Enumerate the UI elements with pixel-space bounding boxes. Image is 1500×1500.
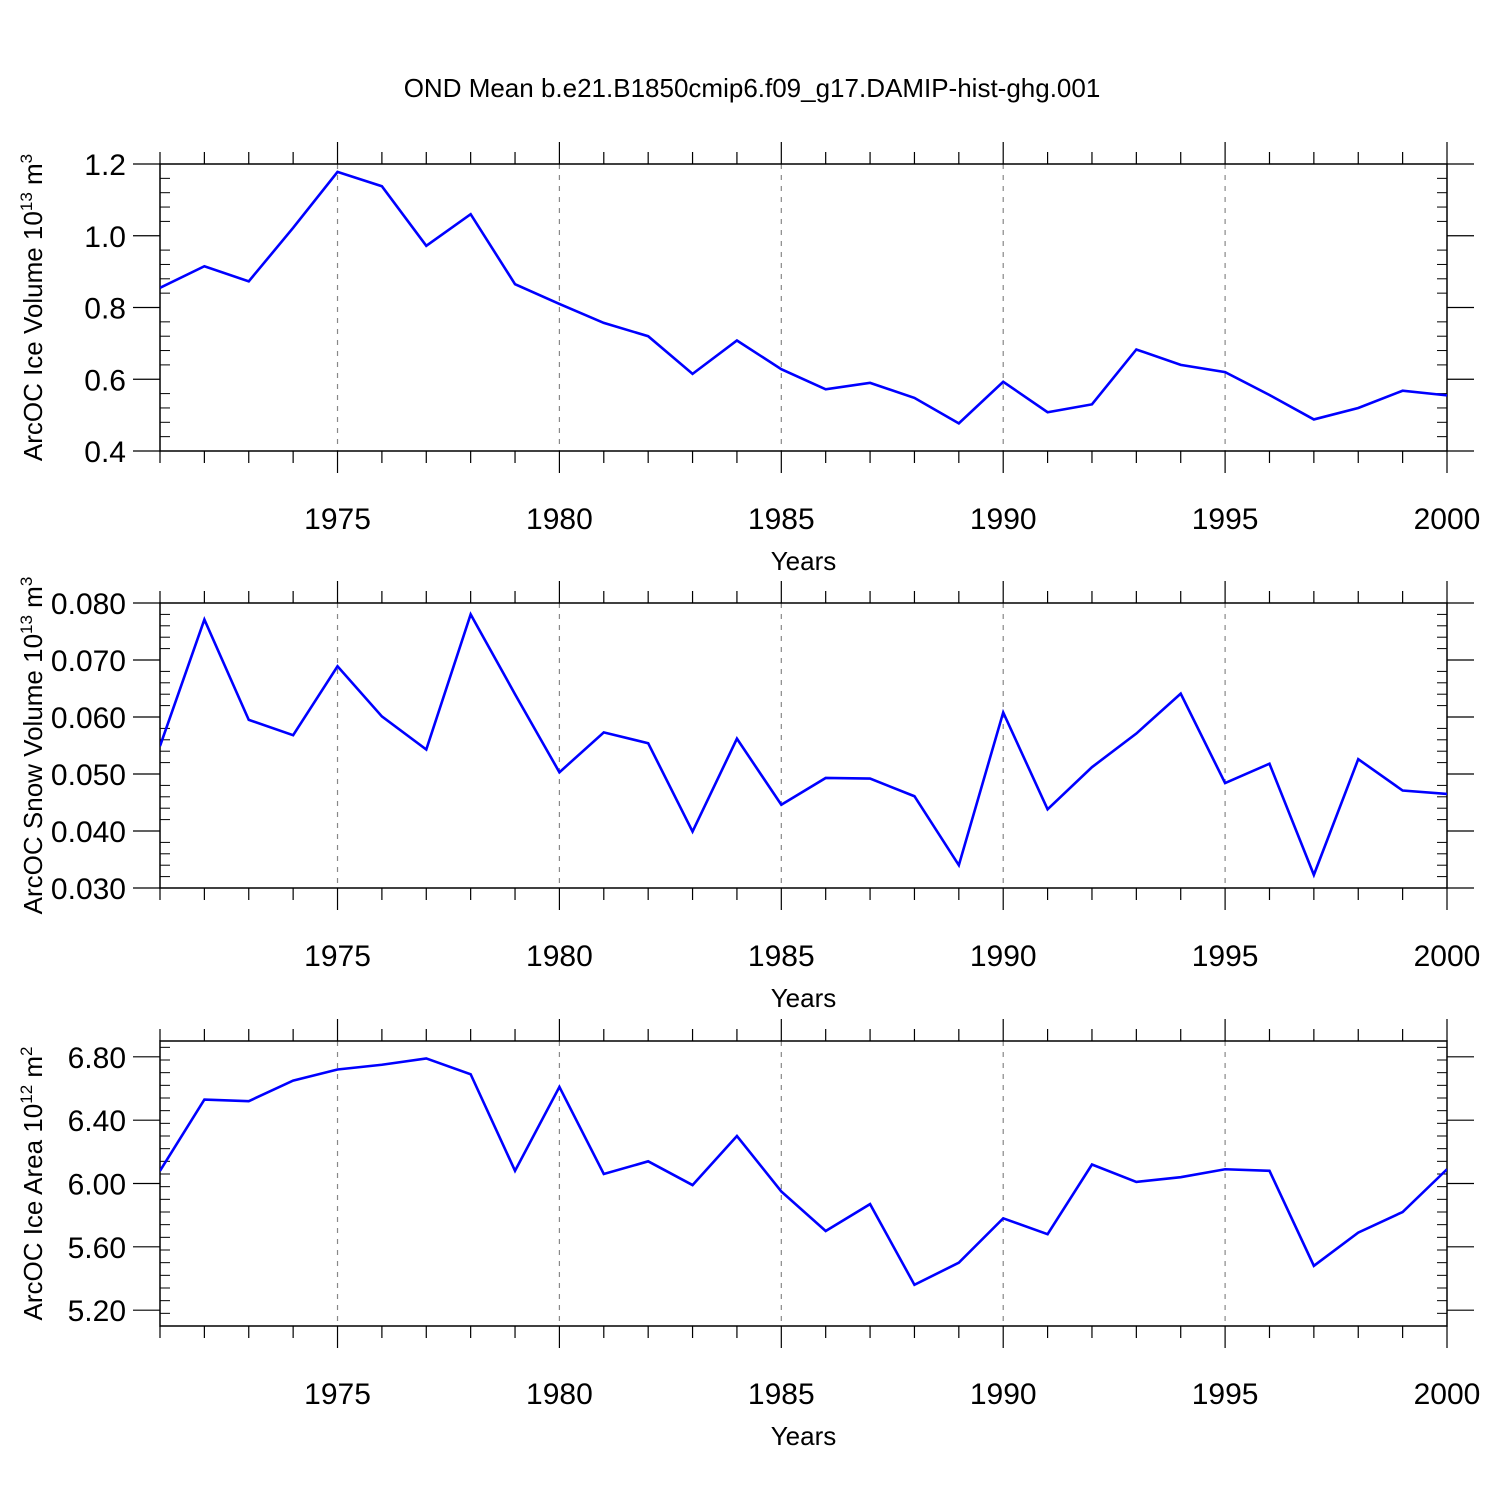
y-tick-label: 0.6 (84, 364, 126, 397)
y-tick-label: 1.0 (84, 221, 126, 254)
y-tick-label: 0.050 (51, 759, 126, 792)
x-tick-label: 1975 (304, 1378, 371, 1411)
figure-title: OND Mean b.e21.B1850cmip6.f09_g17.DAMIP-… (404, 73, 1101, 103)
x-tick-label: 1990 (970, 503, 1037, 536)
y-axis-title-unit: m (18, 1056, 48, 1085)
x-tick-label: 1995 (1192, 1378, 1259, 1411)
x-tick-label: 1980 (526, 940, 593, 973)
plot-frame (159, 1040, 1448, 1327)
y-axis-title-exp: 13 (17, 192, 36, 211)
x-tick-label: 1980 (526, 503, 593, 536)
y-axis-title: ArcOC Ice Area 1012 m2 (17, 1046, 48, 1320)
x-axis-title: Years (771, 983, 837, 1013)
x-tick-label: 1975 (304, 940, 371, 973)
x-tick-label: 1985 (748, 1378, 815, 1411)
y-axis-title-exp: 12 (17, 1085, 36, 1104)
y-axis-title-unit: m (18, 163, 48, 192)
ice-area-panel: 5.20 5.60 6.00 6.40 6.80 1975 1980 1985 1990 1995… (17, 1019, 1480, 1451)
x-tick-label: 2000 (1414, 1378, 1481, 1411)
y-tick-label: 6.40 (68, 1105, 126, 1138)
ice-volume-panel: 0.4 0.6 0.8 1.0 1.2 1975 1980 1985 1990 1995 2000 Y… (17, 142, 1480, 576)
x-axis-title: Years (771, 1421, 837, 1451)
y-tick-label: 0.060 (51, 702, 126, 735)
y-axis-title: ArcOC Snow Volume 1013 m3 (17, 577, 48, 915)
plot-frame (159, 602, 1448, 889)
y-tick-label: 0.040 (51, 816, 126, 849)
y-tick-label: 0.4 (84, 436, 126, 469)
y-axis-title-text: ArcOC Snow Volume 10 (18, 634, 48, 914)
y-axis-title-unit-exp: 3 (17, 154, 36, 163)
y-tick-label: 0.080 (51, 588, 126, 621)
x-tick-label: 1975 (304, 503, 371, 536)
y-axis-title-text: ArcOC Ice Area 10 (18, 1104, 48, 1321)
y-axis-title-text: ArcOC Ice Volume 10 (18, 211, 48, 461)
y-tick-label: 5.20 (68, 1295, 126, 1328)
x-tick-label: 1985 (748, 503, 815, 536)
x-tick-label: 1990 (970, 940, 1037, 973)
y-tick-label: 1.2 (84, 149, 126, 182)
plot-frame (159, 163, 1448, 452)
x-tick-label: 1995 (1192, 940, 1259, 973)
y-tick-label: 6.80 (68, 1042, 126, 1075)
x-tick-label: 2000 (1414, 503, 1481, 536)
y-tick-label: 0.070 (51, 645, 126, 678)
y-axis-title-unit: m (18, 586, 48, 615)
y-tick-label: 5.60 (68, 1232, 126, 1265)
x-axis-title: Years (771, 546, 837, 576)
x-tick-label: 2000 (1414, 940, 1481, 973)
y-axis-title-exp: 13 (17, 615, 36, 634)
y-axis-title-unit-exp: 3 (17, 577, 36, 586)
series-line (160, 611, 1447, 879)
x-tick-label: 1990 (970, 1378, 1037, 1411)
series-line (160, 1057, 1447, 1287)
series-line (160, 170, 1447, 425)
x-tick-label: 1980 (526, 1378, 593, 1411)
y-axis-title: ArcOC Ice Volume 1013 m3 (17, 154, 48, 461)
x-tick-label: 1985 (748, 940, 815, 973)
snow-volume-panel: 0.030 0.040 0.050 0.060 0.070 0.080 1975 1980 19… (17, 577, 1480, 1013)
y-tick-label: 6.00 (68, 1169, 126, 1202)
y-tick-label: 0.8 (84, 293, 126, 326)
x-tick-label: 1995 (1192, 503, 1259, 536)
y-tick-label: 0.030 (51, 873, 126, 906)
y-axis-title-unit-exp: 2 (17, 1046, 36, 1055)
